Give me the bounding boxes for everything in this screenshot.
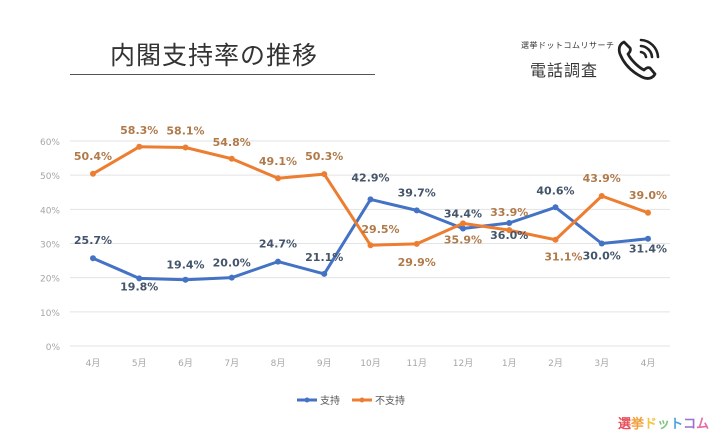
data-label: 34.4% [444,207,482,220]
data-point [413,240,420,247]
logo-letter: コ [683,417,697,432]
x-tick-label: 3月 [594,358,609,369]
data-label: 54.8% [213,136,251,149]
data-point [136,143,143,150]
data-label: 29.5% [361,223,399,236]
data-label: 31.4% [629,243,667,256]
x-tick-label: 7月 [224,358,239,369]
data-point [598,240,605,247]
brand-subtitle: 選挙ドットコムリサーチ [521,41,615,50]
data-label: 20.0% [213,257,251,270]
data-label: 39.0% [629,189,667,202]
data-point [552,236,559,243]
data-label: 31.1% [544,251,582,264]
data-point [228,274,235,281]
site-logo: 選挙ドットコム [618,413,709,432]
data-label: 39.7% [398,186,436,199]
y-tick-label: 0% [46,343,61,353]
data-point [182,276,189,283]
data-label: 33.9% [490,206,528,219]
page-title: 内閣支持率の推移 [110,41,319,70]
x-tick-label: 8月 [271,358,286,369]
data-label: 50.3% [305,150,343,163]
data-label: 40.6% [536,184,574,197]
x-tick-label: 1月 [502,358,517,369]
data-label: 43.9% [583,172,621,185]
data-label: 30.0% [583,250,621,263]
data-label: 58.1% [166,124,204,137]
logo-letter: ッ [657,417,671,432]
data-point [367,242,374,249]
data-point [552,204,559,211]
data-label: 19.8% [120,280,158,293]
x-tick-label: 11月 [407,358,427,369]
data-point [90,170,96,177]
data-point [182,144,189,151]
x-tick-label: 4月 [641,358,656,369]
survey-type-label: 電話調査 [530,61,599,80]
legend-marker [359,397,365,403]
data-point [321,270,328,277]
data-label: 35.9% [444,233,482,246]
data-label: 50.4% [74,150,112,163]
legend-marker [304,397,310,403]
data-point [645,209,651,216]
x-tick-label: 6月 [178,358,193,369]
data-point [506,227,513,234]
data-label: 24.7% [259,238,297,251]
data-point [367,196,374,203]
logo-letter: ド [644,417,658,432]
x-tick-label: 5月 [132,358,147,369]
data-point [90,255,96,262]
logo-letter: ト [670,417,684,432]
data-label: 19.4% [166,259,204,272]
data-label: 49.1% [259,155,297,168]
phone-icon [617,38,660,80]
data-label: 58.3% [120,124,158,137]
y-tick-label: 40% [40,206,60,216]
x-tick-label: 4月 [86,358,101,369]
y-tick-label: 30% [40,241,60,251]
x-tick-label: 10月 [360,358,380,369]
data-label: 25.7% [74,234,112,247]
data-point [460,225,466,232]
x-tick-label: 12月 [453,358,473,369]
data-label: 29.9% [398,256,436,269]
data-point [275,175,281,182]
y-tick-label: 60% [40,138,60,148]
y-tick-label: 10% [40,309,60,319]
data-point [506,220,513,226]
x-tick-label: 9月 [317,358,332,369]
data-point [645,235,651,242]
data-point [136,275,143,282]
data-point [321,171,328,178]
data-point [413,207,420,214]
data-label: 36.0% [490,229,528,242]
logo-letter: 選 [618,417,632,432]
legend-label: 支持 [320,394,340,407]
data-label: 42.9% [351,171,389,184]
data-label: 21.1% [305,251,343,264]
logo-letter: 挙 [631,417,645,432]
y-tick-label: 50% [40,172,60,182]
y-tick-label: 20% [40,275,60,285]
data-point [598,193,605,200]
x-tick-label: 2月 [548,358,563,369]
legend-label: 不支持 [375,394,405,407]
data-point [460,220,466,227]
data-point [228,155,235,162]
logo-text: 選挙ドットコム [618,413,709,432]
title-underline [70,74,375,75]
logo-letter: ム [696,417,710,432]
data-point [275,258,281,265]
